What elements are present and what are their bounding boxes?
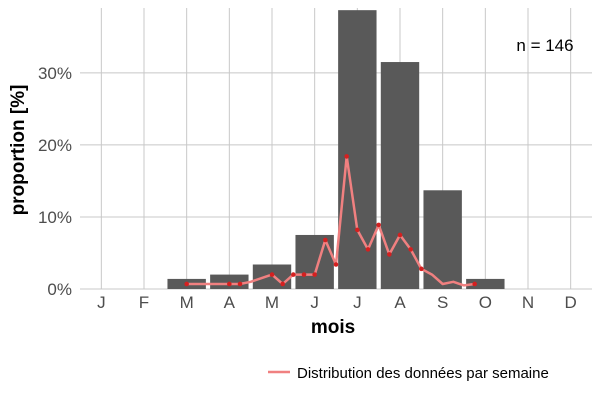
sample-size-annotation: n = 146 (516, 36, 573, 55)
y-tick-label-3: 30% (38, 64, 72, 83)
x-tick-label-4: M (265, 293, 279, 312)
weekly-point-15 (397, 232, 403, 238)
weekly-point-8 (323, 237, 328, 243)
x-tick-label-0: J (97, 293, 106, 312)
x-tick-label-11: D (565, 293, 577, 312)
x-tick-label-1: F (139, 293, 149, 312)
x-tick-label-5: J (310, 293, 319, 312)
x-tick-label-2: M (180, 293, 194, 312)
plot-panel (80, 8, 592, 289)
weekly-distribution-line (186, 155, 475, 287)
weekly-point-16 (408, 247, 413, 252)
weekly-point-3 (269, 272, 275, 277)
y-axis-ticks: 0% 10% 20% 30% (38, 64, 72, 299)
x-tick-label-6: J (353, 293, 362, 312)
weekly-point-10 (344, 154, 349, 159)
bar-5 (295, 234, 334, 289)
x-tick-label-3: A (224, 293, 236, 312)
x-tick-label-9: O (479, 293, 492, 312)
legend-label: Distribution des données par semaine (297, 365, 549, 382)
x-tick-label-7: A (394, 293, 406, 312)
weekly-point-18 (472, 281, 477, 287)
grid (80, 8, 592, 290)
weekly-points (184, 154, 477, 287)
legend: Distribution des données par semaine (268, 365, 549, 382)
weekly-point-11 (355, 227, 360, 233)
y-tick-label-1: 10% (38, 208, 72, 227)
weekly-point-4 (280, 281, 285, 287)
weekly-point-14 (387, 252, 392, 257)
weekly-point-6 (301, 272, 307, 277)
y-axis-title: proportion [%] (8, 85, 29, 216)
weekly-point-2 (237, 281, 243, 287)
weekly-point-12 (365, 247, 371, 252)
bar-9 (466, 278, 505, 289)
y-tick-label-2: 20% (38, 136, 72, 155)
weekly-line (186, 155, 475, 287)
bar-6 (338, 10, 377, 290)
weekly-point-5 (291, 272, 296, 277)
weekly-point-17 (419, 266, 424, 272)
y-tick-label-0: 0% (47, 280, 72, 299)
x-axis-title: mois (311, 317, 355, 338)
weekly-point-9 (333, 262, 339, 267)
bars (167, 10, 505, 290)
weekly-point-13 (376, 222, 381, 228)
weekly-point-7 (312, 272, 317, 277)
x-tick-label-10: N (522, 293, 534, 312)
weekly-point-0 (184, 281, 189, 287)
weekly-point-1 (227, 281, 232, 287)
x-tick-label-8: S (437, 293, 448, 312)
